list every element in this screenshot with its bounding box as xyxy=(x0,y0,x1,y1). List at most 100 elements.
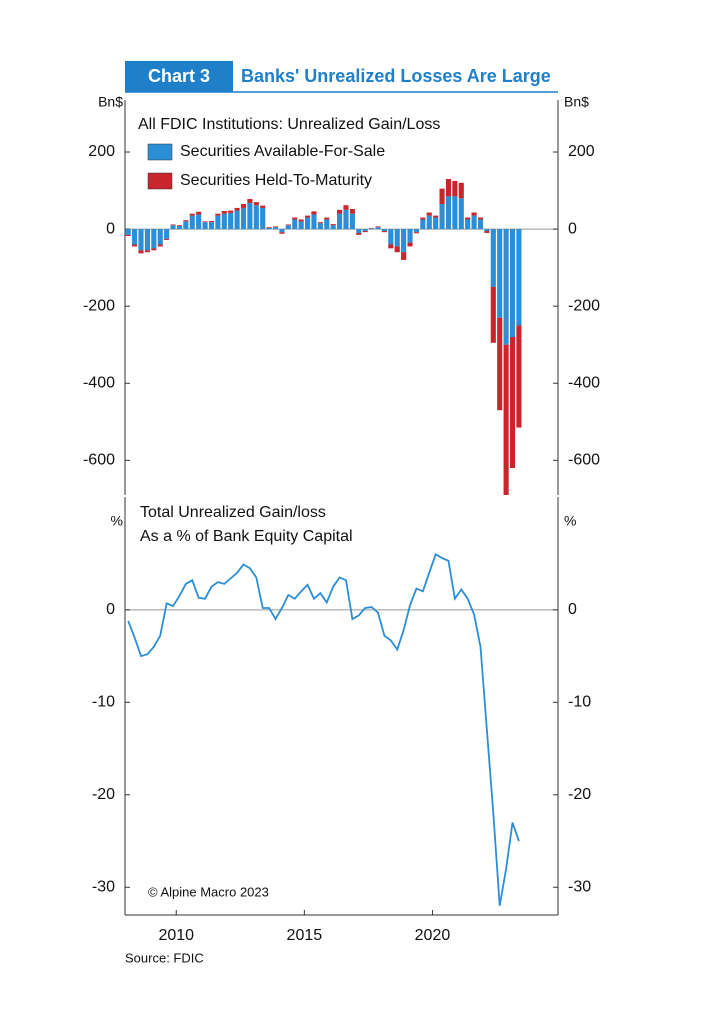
bar xyxy=(208,222,215,230)
legend-label: Securities Held-To-Maturity xyxy=(180,172,372,189)
bar xyxy=(298,219,304,222)
bar xyxy=(471,215,477,230)
bar xyxy=(151,229,157,249)
y-tick-label: 200 xyxy=(568,143,595,160)
bar xyxy=(343,205,349,210)
bar xyxy=(176,225,183,227)
y-unit: Bn$ xyxy=(564,94,589,110)
bar xyxy=(196,214,202,230)
bar xyxy=(183,221,189,230)
bar xyxy=(503,344,509,495)
bar xyxy=(330,225,336,230)
bar xyxy=(465,219,471,230)
y-tick-label: -30 xyxy=(92,878,115,895)
bar xyxy=(433,217,439,230)
bar xyxy=(125,229,131,235)
y-tick-label: -200 xyxy=(83,297,115,314)
bar xyxy=(337,213,343,230)
bar xyxy=(490,286,496,343)
bar xyxy=(138,229,144,251)
bar xyxy=(138,250,144,254)
bar xyxy=(317,222,323,224)
bar xyxy=(458,198,464,230)
bar xyxy=(234,207,240,211)
bar xyxy=(215,213,221,216)
bar xyxy=(426,215,432,230)
bar xyxy=(401,229,407,253)
bar xyxy=(388,229,394,245)
bar xyxy=(439,204,445,230)
y-tick-label: -400 xyxy=(568,374,600,391)
bar xyxy=(445,179,452,197)
y-tick-label: -20 xyxy=(568,786,591,803)
bar xyxy=(458,182,464,199)
bar xyxy=(260,205,266,208)
bar xyxy=(465,217,471,220)
y-tick-label: -10 xyxy=(568,694,591,711)
bar xyxy=(394,229,400,247)
bar xyxy=(253,205,259,230)
bar xyxy=(170,224,176,226)
bar xyxy=(337,209,343,214)
y-tick-label: 200 xyxy=(88,143,115,160)
line xyxy=(127,553,520,906)
y-tick-label: -200 xyxy=(568,297,600,314)
bar xyxy=(183,220,189,222)
bar xyxy=(292,219,298,230)
bar xyxy=(164,229,170,239)
annotation: © Alpine Macro 2023 xyxy=(148,884,269,899)
bar xyxy=(132,229,138,245)
x-tick-label: 2020 xyxy=(415,927,451,944)
y-tick-label: -10 xyxy=(92,694,115,711)
legend-swatch xyxy=(147,172,173,190)
bar xyxy=(369,228,375,230)
bar xyxy=(208,221,215,223)
y-unit: % xyxy=(564,513,576,529)
bar xyxy=(234,210,240,230)
bar xyxy=(375,227,381,230)
y-tick-label: 0 xyxy=(568,601,577,618)
bar xyxy=(484,231,490,233)
bar xyxy=(151,248,157,251)
bar xyxy=(343,209,349,230)
bar xyxy=(490,229,496,287)
bar xyxy=(272,226,279,228)
bar xyxy=(375,226,381,228)
y-tick-label: -30 xyxy=(568,878,591,895)
bar xyxy=(381,231,387,233)
bar xyxy=(221,210,227,214)
bar xyxy=(279,229,285,233)
bar xyxy=(452,180,458,197)
bar xyxy=(452,196,458,230)
bar xyxy=(272,227,279,230)
bar xyxy=(279,232,285,234)
bar xyxy=(144,250,150,253)
y-tick-label: -20 xyxy=(92,786,115,803)
bar xyxy=(189,215,195,230)
bar xyxy=(324,217,330,220)
bar xyxy=(407,229,413,243)
bar xyxy=(477,217,484,220)
x-tick-label: 2010 xyxy=(158,927,194,944)
bar xyxy=(189,213,195,216)
bar xyxy=(356,229,362,233)
bar xyxy=(247,202,253,230)
bar xyxy=(324,219,330,230)
bar xyxy=(304,215,311,218)
bar xyxy=(164,238,170,240)
bar xyxy=(356,232,362,235)
bar xyxy=(292,217,298,220)
y-tick-label: -600 xyxy=(83,452,115,469)
y-tick-label: 0 xyxy=(568,220,577,237)
bar xyxy=(260,207,266,230)
y-unit: % xyxy=(111,513,123,529)
bar xyxy=(426,212,432,216)
bar xyxy=(240,207,247,230)
bar xyxy=(240,204,247,208)
bar xyxy=(516,229,522,326)
bar xyxy=(304,217,311,230)
bar xyxy=(516,325,522,428)
bar xyxy=(266,227,272,228)
bar xyxy=(311,211,317,215)
